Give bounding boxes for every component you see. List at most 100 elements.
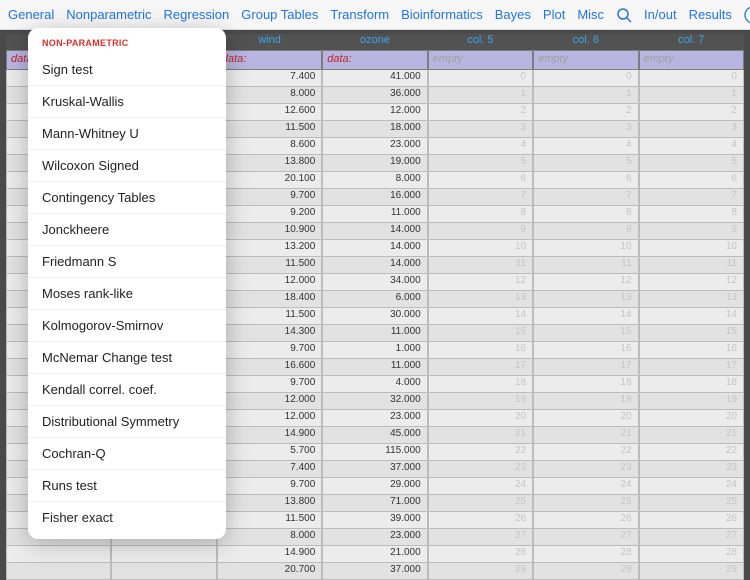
cell[interactable]: 2 bbox=[533, 104, 638, 121]
data-label[interactable]: data: bbox=[322, 50, 427, 70]
cell[interactable]: 7 bbox=[639, 189, 744, 206]
cell[interactable]: 17 bbox=[639, 359, 744, 376]
cell[interactable]: 22 bbox=[533, 444, 638, 461]
cell[interactable]: 29 bbox=[639, 563, 744, 580]
cell[interactable]: 14 bbox=[428, 308, 533, 325]
cell[interactable]: 115.000 bbox=[322, 444, 427, 461]
cell[interactable]: 28 bbox=[428, 546, 533, 563]
cell[interactable]: 10 bbox=[533, 240, 638, 257]
cell[interactable]: 12.000 bbox=[322, 104, 427, 121]
cell[interactable]: 5.700 bbox=[217, 444, 322, 461]
menu-group-tables[interactable]: Group Tables bbox=[241, 7, 318, 22]
cell[interactable]: 9 bbox=[639, 223, 744, 240]
cell[interactable]: 17 bbox=[428, 359, 533, 376]
cell[interactable]: 25 bbox=[533, 495, 638, 512]
menu-bayes[interactable]: Bayes bbox=[495, 7, 531, 22]
cell[interactable]: 13.200 bbox=[217, 240, 322, 257]
cell[interactable]: 28 bbox=[533, 546, 638, 563]
menu-item[interactable]: Distributional Symmetry bbox=[28, 405, 226, 437]
cell[interactable]: 9.700 bbox=[217, 376, 322, 393]
cell[interactable]: 6 bbox=[639, 172, 744, 189]
column-header[interactable]: col. 7 bbox=[639, 34, 744, 50]
cell[interactable]: 23.000 bbox=[322, 529, 427, 546]
cell[interactable]: 11.000 bbox=[322, 325, 427, 342]
data-label[interactable]: empty bbox=[533, 50, 638, 70]
cell[interactable]: 9.700 bbox=[217, 478, 322, 495]
cell[interactable]: 5 bbox=[639, 155, 744, 172]
menu-regression[interactable]: Regression bbox=[164, 7, 230, 22]
cell[interactable]: 14.000 bbox=[322, 257, 427, 274]
cell[interactable]: 30.000 bbox=[322, 308, 427, 325]
cell[interactable]: 6.000 bbox=[322, 291, 427, 308]
cell[interactable]: 9.700 bbox=[217, 189, 322, 206]
cell[interactable]: 11.000 bbox=[322, 359, 427, 376]
menu-plot[interactable]: Plot bbox=[543, 7, 565, 22]
cell[interactable]: 19 bbox=[533, 393, 638, 410]
cell[interactable]: 13.800 bbox=[217, 155, 322, 172]
cell[interactable]: 12.000 bbox=[217, 393, 322, 410]
column-header[interactable]: col. 5 bbox=[428, 34, 533, 50]
cell[interactable]: 14.000 bbox=[322, 223, 427, 240]
cell[interactable]: 45.000 bbox=[322, 427, 427, 444]
cell[interactable]: 24 bbox=[428, 478, 533, 495]
cell[interactable]: 14 bbox=[639, 308, 744, 325]
cell[interactable]: 12.600 bbox=[217, 104, 322, 121]
cell[interactable]: 0 bbox=[639, 70, 744, 87]
cell[interactable]: 19 bbox=[428, 393, 533, 410]
cell[interactable]: 37.000 bbox=[322, 563, 427, 580]
cell[interactable]: 8.000 bbox=[217, 529, 322, 546]
cell[interactable]: 25 bbox=[428, 495, 533, 512]
menu-item[interactable]: Wilcoxon Signed bbox=[28, 149, 226, 181]
cell[interactable]: 2 bbox=[639, 104, 744, 121]
cell[interactable]: 21 bbox=[428, 427, 533, 444]
cell[interactable]: 27 bbox=[428, 529, 533, 546]
cell[interactable]: 16 bbox=[533, 342, 638, 359]
menu-item[interactable]: Moses rank-like bbox=[28, 277, 226, 309]
cell[interactable]: 21 bbox=[639, 427, 744, 444]
menu-item[interactable]: Sign test bbox=[28, 54, 226, 85]
cell[interactable]: 26 bbox=[428, 512, 533, 529]
cell[interactable]: 2 bbox=[428, 104, 533, 121]
cell[interactable]: 11.500 bbox=[217, 257, 322, 274]
menu-inout[interactable]: In/out bbox=[644, 7, 677, 22]
cell[interactable]: 13 bbox=[428, 291, 533, 308]
cell[interactable]: 9.200 bbox=[217, 206, 322, 223]
cell[interactable]: 10.900 bbox=[217, 223, 322, 240]
cell[interactable]: 18 bbox=[639, 376, 744, 393]
search-icon[interactable] bbox=[616, 7, 632, 23]
cell[interactable]: 13 bbox=[533, 291, 638, 308]
cell[interactable]: 17 bbox=[533, 359, 638, 376]
cell[interactable]: 15 bbox=[533, 325, 638, 342]
cell[interactable]: 8 bbox=[639, 206, 744, 223]
cell[interactable]: 20 bbox=[428, 410, 533, 427]
cell[interactable]: 7 bbox=[428, 189, 533, 206]
menu-item[interactable]: Kolmogorov-Smirnov bbox=[28, 309, 226, 341]
cell[interactable]: 1 bbox=[639, 87, 744, 104]
cell[interactable]: 11.500 bbox=[217, 308, 322, 325]
cell[interactable]: 19 bbox=[639, 393, 744, 410]
cell[interactable]: 3 bbox=[533, 121, 638, 138]
cell[interactable]: 20.100 bbox=[217, 172, 322, 189]
cell[interactable]: 8 bbox=[533, 206, 638, 223]
cell[interactable]: 23 bbox=[533, 461, 638, 478]
cell[interactable]: 10 bbox=[639, 240, 744, 257]
cell[interactable]: 34.000 bbox=[322, 274, 427, 291]
cell[interactable]: 1 bbox=[533, 87, 638, 104]
cell[interactable]: 3 bbox=[428, 121, 533, 138]
column-header[interactable]: col. 6 bbox=[533, 34, 638, 50]
cell[interactable]: 21.000 bbox=[322, 546, 427, 563]
cell[interactable]: 12.000 bbox=[217, 410, 322, 427]
cell[interactable]: 12 bbox=[428, 274, 533, 291]
cell[interactable] bbox=[6, 546, 111, 563]
cell[interactable]: 3 bbox=[639, 121, 744, 138]
cell[interactable]: 27 bbox=[639, 529, 744, 546]
cell[interactable]: 32.000 bbox=[322, 393, 427, 410]
menu-bioinformatics[interactable]: Bioinformatics bbox=[401, 7, 483, 22]
cell[interactable]: 16.600 bbox=[217, 359, 322, 376]
cell[interactable]: 12 bbox=[533, 274, 638, 291]
menu-misc[interactable]: Misc bbox=[577, 7, 604, 22]
cell[interactable]: 29 bbox=[428, 563, 533, 580]
cell[interactable]: 8.600 bbox=[217, 138, 322, 155]
cell[interactable]: 12.000 bbox=[217, 274, 322, 291]
menu-item[interactable]: Fisher exact bbox=[28, 501, 226, 533]
